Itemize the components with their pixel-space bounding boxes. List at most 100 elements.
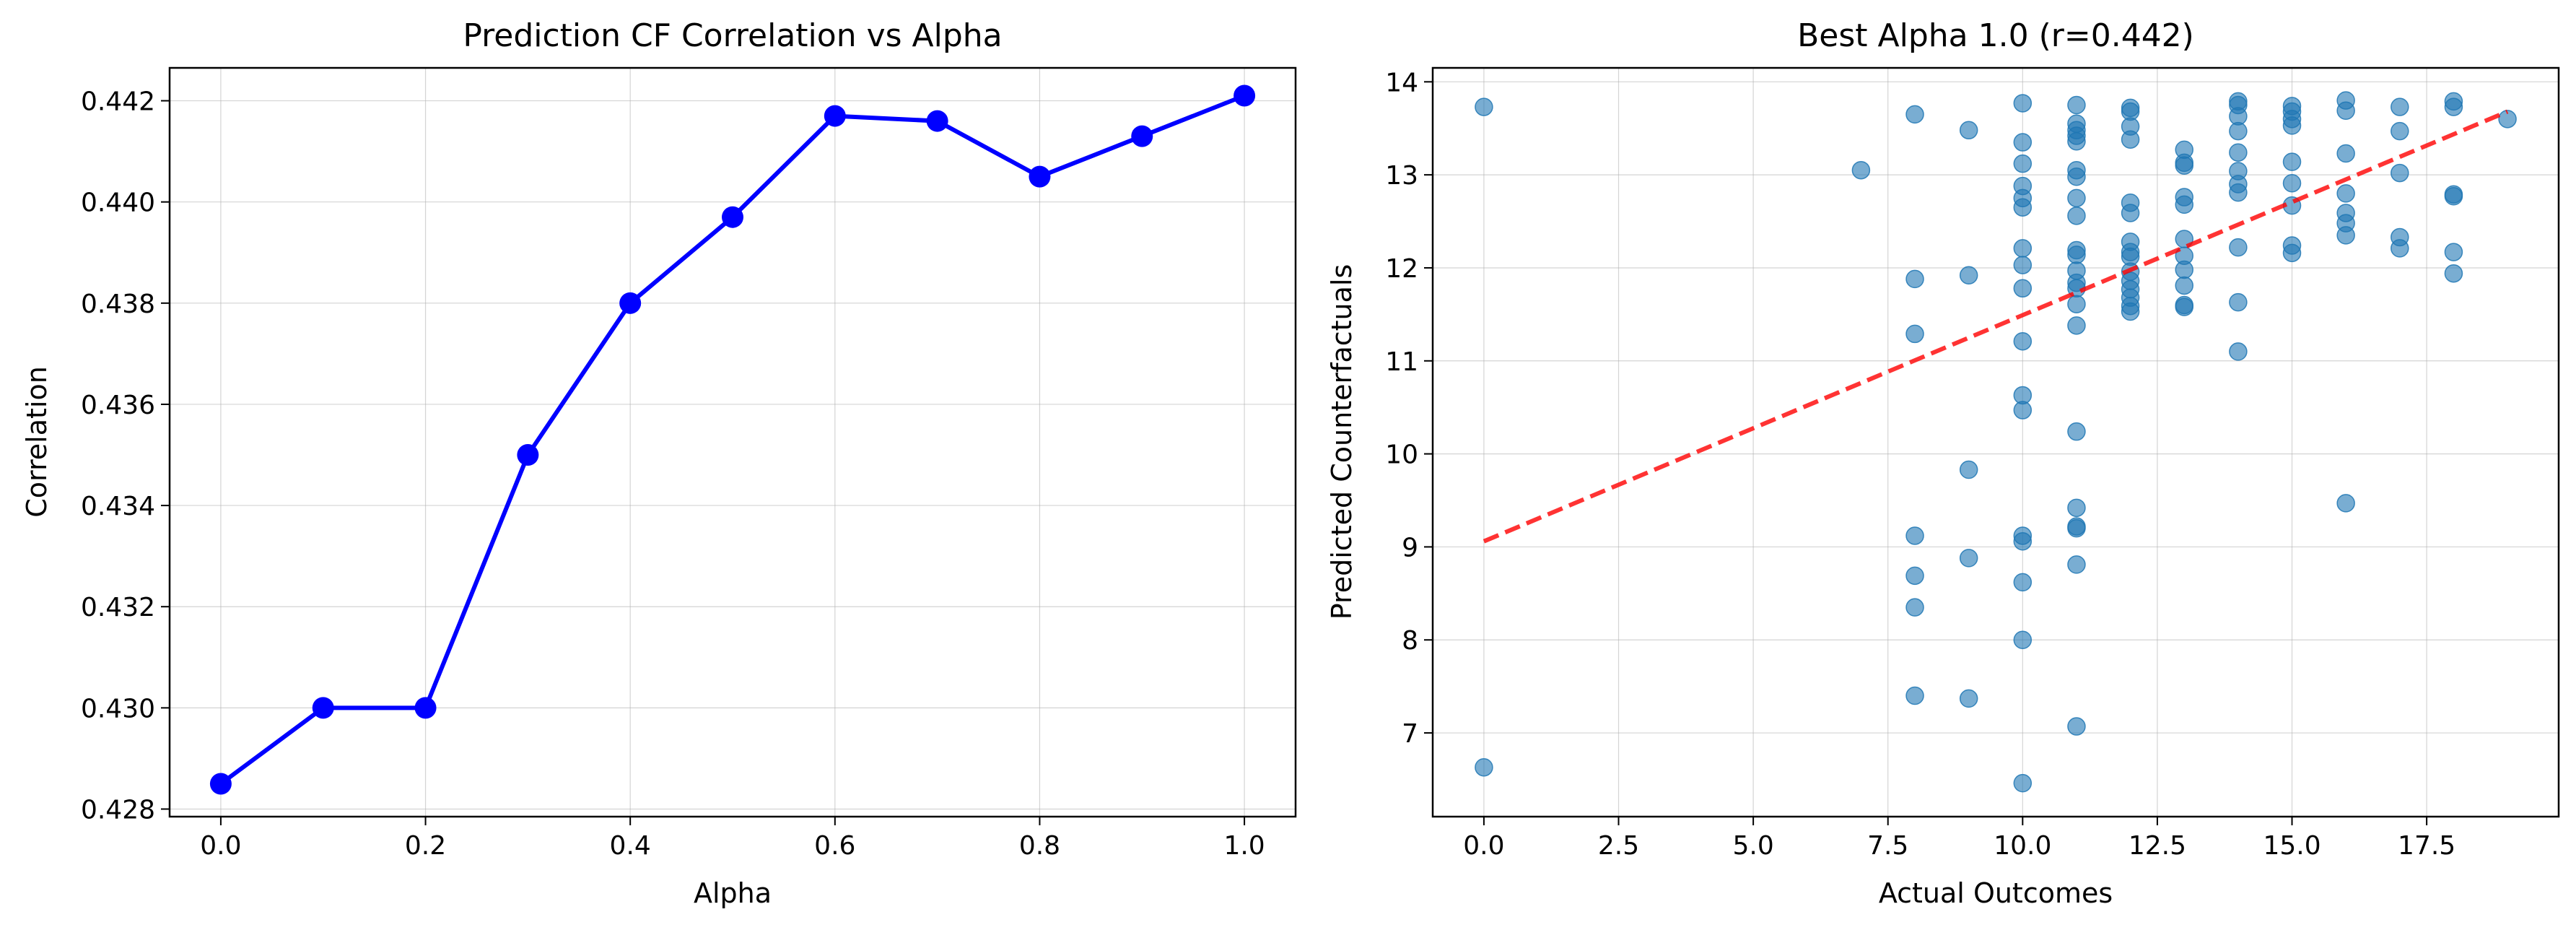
scatter-point	[1851, 160, 1871, 180]
scatter-point	[1905, 105, 1924, 124]
scatter-point	[2391, 163, 2409, 183]
right-x-tick-label: 5.0	[1732, 831, 1773, 861]
scatter-point	[2282, 243, 2302, 263]
scatter-point	[2067, 188, 2086, 208]
scatter-point	[2175, 297, 2193, 316]
right-y-tick-label: 12	[1385, 254, 1418, 284]
scatter-point	[2121, 302, 2140, 321]
scatter-point	[1905, 269, 1924, 289]
scatter-point	[1959, 689, 1978, 708]
right-y-tick-label: 7	[1402, 719, 1418, 749]
right-y-tick-label: 9	[1402, 533, 1418, 562]
correlation-point	[926, 110, 948, 132]
right-plot-frame	[1431, 66, 2560, 818]
scatter-point	[2013, 256, 2033, 274]
scatter-point	[2336, 226, 2355, 245]
left-x-tick-label: 0.8	[1019, 831, 1060, 861]
scatter-point	[2067, 295, 2086, 313]
scatter-point	[2175, 156, 2193, 175]
left-x-tick-label: 1.0	[1223, 831, 1265, 861]
right-y-tick-label: 13	[1385, 161, 1418, 191]
correlation-point	[517, 444, 539, 466]
scatter-point	[2013, 331, 2033, 351]
scatter-point	[2282, 116, 2302, 135]
scatter-points	[1475, 91, 2517, 793]
right-x-tick-label: 2.5	[1598, 831, 1639, 861]
right-x-tick-label: 0.0	[1463, 831, 1504, 861]
scatter-point	[1905, 526, 1924, 545]
correlation-vs-alpha-chart: 0.0 0.2 0.4 0.6 0.8 1.0 0.428 0.430 0.432 0.434 0.…	[21, 17, 1297, 909]
correlation-point	[722, 206, 743, 228]
scatter-point	[1959, 549, 1978, 568]
scatter-point	[1905, 598, 1924, 617]
scatter-point	[1475, 97, 1493, 116]
left-y-axis-label: Correlation	[21, 366, 53, 518]
scatter-point	[2013, 94, 2033, 113]
scatter-point	[2444, 264, 2463, 283]
scatter-point	[2013, 773, 2033, 793]
left-y-tick-label: 0.432	[81, 593, 155, 622]
correlation-point	[209, 773, 232, 795]
scatter-point	[2229, 143, 2248, 162]
scatter-point	[1959, 460, 1978, 479]
right-chart-title: Best Alpha 1.0 (r=0.442)	[1797, 17, 2194, 54]
left-plot-frame	[168, 66, 1297, 818]
scatter-point	[2444, 97, 2463, 116]
scatter-point	[2336, 494, 2355, 513]
scatter-point	[2121, 204, 2140, 222]
scatter-point	[2229, 183, 2248, 202]
scatter-point	[2444, 187, 2463, 206]
left-y-tick-label: 0.428	[81, 795, 155, 825]
scatter-point	[2121, 130, 2140, 149]
right-x-tick-label: 15.0	[2263, 831, 2320, 861]
right-x-tick-label: 10.0	[1994, 831, 2051, 861]
scatter-point	[2498, 110, 2517, 129]
scatter-point	[2282, 152, 2302, 171]
scatter-point	[2013, 401, 2033, 420]
right-y-tick-label: 11	[1385, 347, 1418, 377]
left-x-tick-label: 0.6	[814, 831, 855, 861]
right-y-tick-label: 14	[1385, 68, 1418, 97]
scatter-point	[2229, 121, 2248, 141]
left-ticks: 0.0 0.2 0.4 0.6 0.8 1.0 0.428 0.430 0.432 0.434 0.…	[81, 87, 1265, 861]
scatter-point	[2067, 132, 2086, 151]
scatter-point	[2067, 316, 2086, 335]
scatter-point	[2013, 198, 2033, 217]
scatter-point	[2175, 195, 2193, 214]
left-x-axis-label: Alpha	[694, 877, 772, 909]
correlation-point	[312, 697, 334, 719]
scatter-point	[1959, 121, 1978, 140]
left-y-tick-label: 0.436	[81, 391, 155, 420]
scatter-point	[2175, 276, 2193, 295]
scatter-point	[2336, 101, 2355, 121]
right-x-tick-label: 12.5	[2129, 831, 2186, 861]
scatter-point	[2013, 154, 2033, 173]
left-grid	[170, 68, 1296, 817]
right-x-tick-label: 7.5	[1867, 831, 1908, 861]
correlation-point	[619, 292, 642, 314]
right-y-tick-label: 8	[1402, 626, 1418, 656]
scatter-point	[1475, 757, 1493, 777]
scatter-point	[2282, 173, 2302, 193]
scatter-point	[2067, 422, 2086, 441]
scatter-point	[2067, 518, 2086, 538]
scatter-point	[2391, 239, 2409, 258]
left-y-tick-label: 0.438	[81, 290, 155, 319]
trend-line-group	[1483, 109, 2509, 544]
right-ticks: 0.0 2.5 5.0 7.5 10.0 12.5 15.0 17.5 7 8 9 10 11 12 13 1…	[1385, 68, 2455, 861]
scatter-point	[2229, 342, 2248, 361]
scatter-point	[2391, 121, 2409, 141]
scatter-point	[2013, 531, 2033, 551]
scatter-point	[2013, 573, 2033, 592]
trend-line	[1483, 109, 2509, 544]
scatter-point	[2391, 97, 2409, 116]
scatter-point	[2067, 498, 2086, 518]
scatter-point	[2067, 717, 2086, 736]
scatter-point	[1959, 266, 1978, 285]
scatter-point	[2067, 95, 2086, 115]
correlation-point	[824, 105, 846, 127]
correlation-point	[414, 697, 437, 719]
scatter-point	[2229, 238, 2248, 257]
